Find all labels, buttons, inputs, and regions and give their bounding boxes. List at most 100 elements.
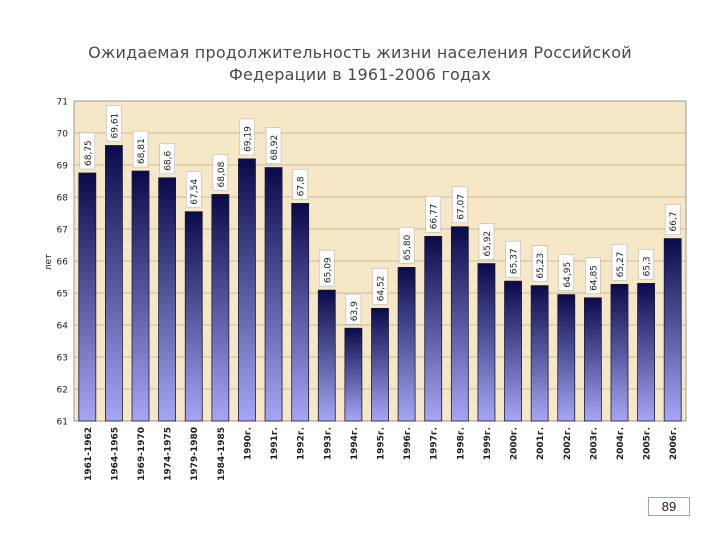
data-label: 67,8 <box>292 169 308 200</box>
data-label: 68,75 <box>79 132 96 170</box>
y-tick-label: 63 <box>57 354 68 364</box>
data-label-box <box>425 196 442 233</box>
x-tick-label: 1997г. <box>430 427 440 460</box>
x-tick-label: 1995г. <box>377 427 387 460</box>
chart-title-line-2: Федерации в 1961-2006 годах <box>228 65 491 84</box>
bar <box>557 294 576 422</box>
data-label-box <box>159 143 175 175</box>
data-label-text: 67,8 <box>297 176 307 196</box>
x-tick-label: 2004г. <box>616 427 626 460</box>
x-tick-label: 2001г. <box>536 427 546 460</box>
x-tick-label: 1998г. <box>456 427 466 460</box>
data-label-box <box>345 293 362 325</box>
data-label: 69,19 <box>239 118 255 156</box>
data-label-box <box>292 169 308 200</box>
data-label-text: 68,75 <box>84 140 94 166</box>
data-label: 68,81 <box>132 130 149 168</box>
x-tick-label: 1979-1980 <box>190 427 200 481</box>
bar <box>317 289 336 422</box>
x-tick-label: 1996г. <box>403 427 413 460</box>
bar <box>477 263 496 422</box>
data-label: 65,27 <box>611 244 628 281</box>
data-label: 64,95 <box>558 254 575 291</box>
y-tick-label: 69 <box>57 162 69 172</box>
x-tick-label: 2005г. <box>643 427 653 460</box>
data-label-text: 65,23 <box>536 253 546 279</box>
y-tick-label: 71 <box>57 98 68 108</box>
data-label-text: 64,52 <box>377 276 387 302</box>
data-label-text: 65,3 <box>643 256 653 276</box>
data-label-text: 67,07 <box>456 194 466 220</box>
bar <box>238 158 256 422</box>
data-label: 64,85 <box>585 257 601 295</box>
data-label-text: 67,54 <box>190 179 200 205</box>
data-label-text: 69,61 <box>110 113 120 139</box>
y-tick-label: 67 <box>57 226 68 236</box>
x-tick-label: 2000г. <box>510 427 520 460</box>
y-axis-ticks: 61 62 63 64 65 66 67 68 69 70 71 <box>57 98 69 428</box>
data-label-text: 65,92 <box>483 231 493 257</box>
data-label-text: 64,95 <box>563 262 573 288</box>
data-label: 69,61 <box>106 105 122 142</box>
x-tick-label: 1974-1975 <box>164 427 174 481</box>
data-label: 65,09 <box>318 249 335 287</box>
data-label-box <box>132 130 149 168</box>
data-label: 68,08 <box>212 154 229 191</box>
data-label-text: 65,80 <box>403 234 413 260</box>
y-axis-label: лет <box>44 254 54 271</box>
y-tick-label: 66 <box>57 258 69 268</box>
data-label-box <box>531 245 548 282</box>
data-label: 67,07 <box>452 186 468 224</box>
data-label: 65,80 <box>398 227 415 264</box>
data-label-box <box>638 249 654 280</box>
data-label-box <box>106 105 122 142</box>
data-label: 68,6 <box>159 143 175 175</box>
bar <box>504 280 522 422</box>
x-tick-label: 1964-1965 <box>110 427 120 481</box>
data-label: 65,23 <box>531 245 548 282</box>
data-label-box <box>505 240 521 278</box>
data-label-box <box>585 257 601 295</box>
data-label-text: 69,19 <box>243 126 253 152</box>
chart-title: Ожидаемая продолжительность жизни населе… <box>40 42 680 86</box>
data-label-text: 68,92 <box>270 135 280 161</box>
x-tick-label: 2003г. <box>589 427 599 460</box>
y-tick-label: 65 <box>57 290 68 300</box>
bar <box>663 238 682 422</box>
bar <box>211 194 230 422</box>
data-label-text: 64,85 <box>589 265 599 291</box>
bar <box>610 283 629 422</box>
data-label-box <box>265 127 282 164</box>
data-label: 64,52 <box>372 268 388 305</box>
data-label-text: 68,08 <box>217 161 227 187</box>
bar <box>371 307 389 422</box>
x-tick-label: 1990г. <box>243 427 253 460</box>
y-tick-label: 61 <box>57 418 68 428</box>
x-tick-label: 1993г. <box>323 427 333 460</box>
data-label-text: 66,77 <box>430 204 440 230</box>
data-label: 68,92 <box>265 127 282 164</box>
chart-title-line-1: Ожидаемая продолжительность жизни населе… <box>88 43 632 62</box>
data-label-text: 66,7 <box>669 212 679 232</box>
y-tick-label: 68 <box>57 194 69 204</box>
x-tick-label: 1994г. <box>350 427 360 460</box>
y-tick-label: 62 <box>57 386 68 396</box>
data-label-text: 68,6 <box>164 150 174 170</box>
bar <box>184 211 203 422</box>
x-tick-label: 2006г. <box>669 427 679 460</box>
x-tick-label: 1991г. <box>270 427 280 460</box>
x-tick-label: 1999г. <box>483 427 493 460</box>
data-label-box <box>664 204 681 235</box>
data-label-text: 63,9 <box>350 301 360 321</box>
bar <box>78 172 97 422</box>
bar <box>291 202 310 422</box>
data-label: 65,37 <box>505 240 521 278</box>
data-label: 66,7 <box>664 204 681 235</box>
bar <box>105 145 123 422</box>
bars <box>78 145 682 422</box>
x-axis-ticks: 1961-1962 1964-1965 1969-1970 1974-1975 1979… <box>84 427 679 481</box>
bar <box>344 327 363 422</box>
data-label-box <box>452 186 468 224</box>
x-tick-label: 1984-1985 <box>217 427 227 481</box>
